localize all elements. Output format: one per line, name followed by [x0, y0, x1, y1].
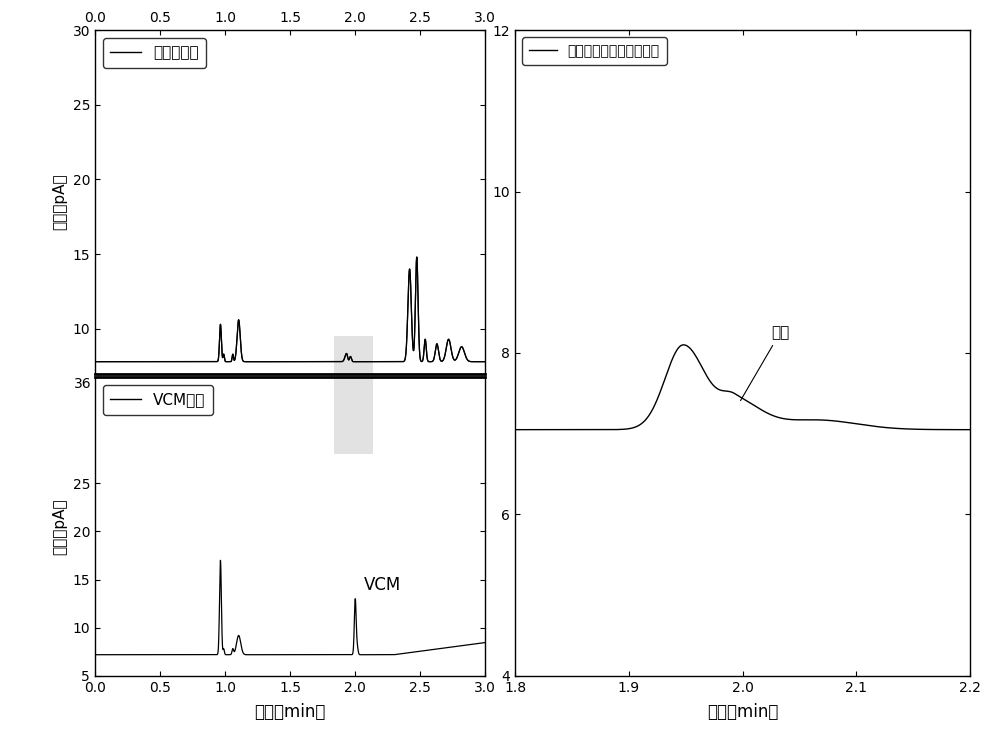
Legend: VCM标液: VCM标液 — [103, 385, 213, 415]
Legend: 固体润滑剂: 固体润滑剂 — [103, 38, 206, 68]
Text: 36: 36 — [73, 377, 91, 391]
X-axis label: 时间（min）: 时间（min） — [707, 703, 778, 721]
Text: 杂质: 杂质 — [740, 325, 789, 400]
X-axis label: 时间（min）: 时间（min） — [254, 703, 326, 721]
Bar — [334, 336, 373, 374]
Text: VCM: VCM — [364, 576, 401, 594]
Y-axis label: 响应（pA）: 响应（pA） — [52, 173, 67, 230]
Y-axis label: 响应（pA）: 响应（pA） — [52, 499, 67, 555]
Bar — [334, 377, 373, 454]
Legend: 固体润滑剂（局部放大）: 固体润滑剂（局部放大） — [522, 37, 667, 65]
